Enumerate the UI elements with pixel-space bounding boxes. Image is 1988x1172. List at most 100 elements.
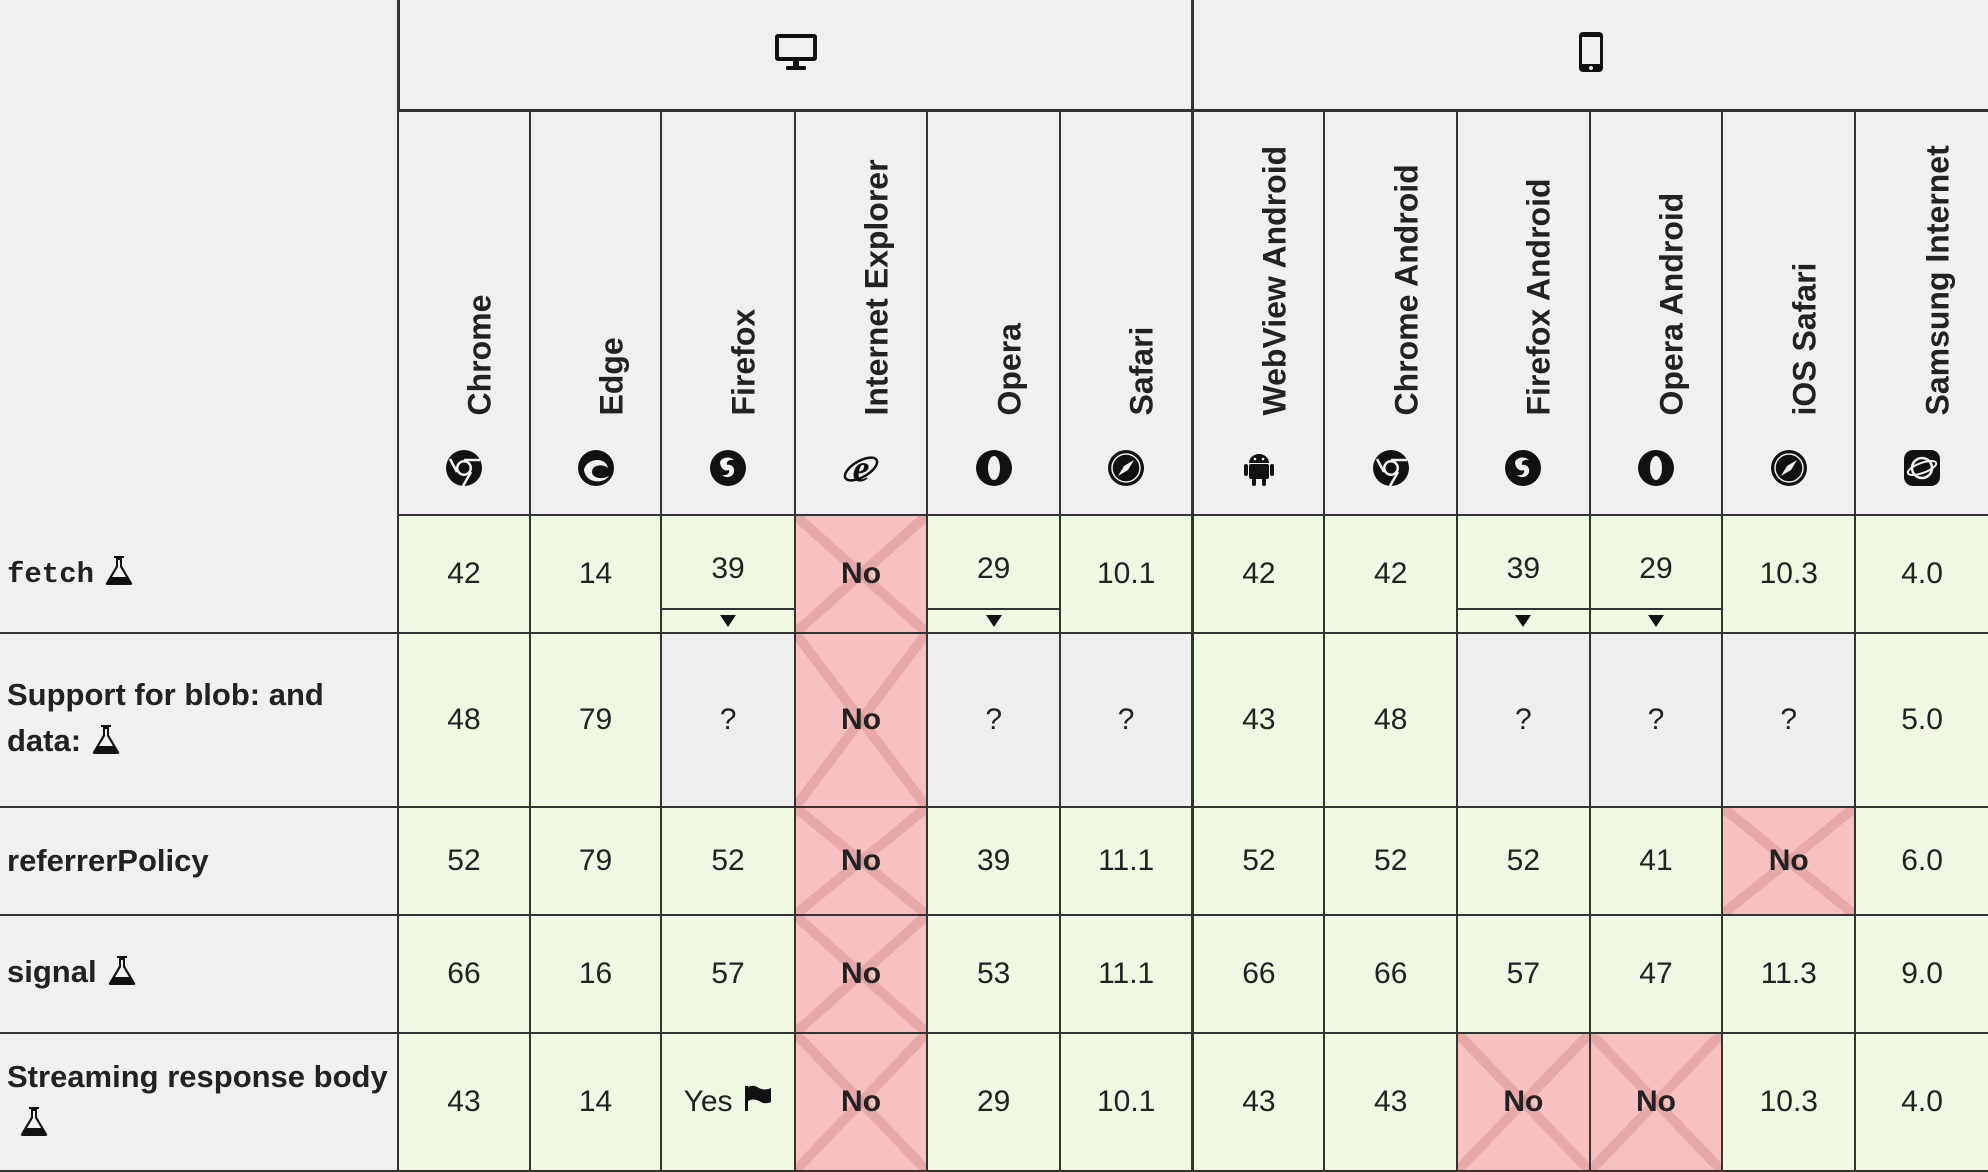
browser-name: Internet Explorer bbox=[858, 159, 895, 416]
feature-label[interactable]: referrerPolicy bbox=[7, 843, 209, 878]
support-cell-firefox[interactable]: 39 bbox=[660, 515, 795, 634]
support-value: No bbox=[1768, 844, 1809, 877]
support-value: 79 bbox=[578, 844, 613, 877]
mobile-icon bbox=[1579, 32, 1604, 72]
support-cell-edge: 79 bbox=[528, 633, 662, 808]
safari-icon bbox=[1106, 448, 1146, 488]
feature-name-support-for-blob-and[interactable]: Support for blob: and data: bbox=[0, 633, 399, 808]
support-cell-opera: 39 bbox=[926, 807, 1060, 916]
support-cell-ios-safari: No bbox=[1721, 807, 1856, 916]
support-cell-opera-android[interactable]: 29 bbox=[1588, 515, 1723, 634]
feature-label-line2[interactable]: data: bbox=[7, 723, 82, 759]
support-cell-firefox-android: 52 bbox=[1456, 807, 1590, 916]
feature-label[interactable]: fetch bbox=[7, 557, 95, 591]
support-value: 57 bbox=[1506, 957, 1541, 990]
feature-label[interactable]: Streaming response body bbox=[7, 1059, 388, 1094]
support-cell-opera-android: 41 bbox=[1588, 807, 1723, 916]
support-value: 43 bbox=[1242, 1085, 1276, 1118]
flag-icon bbox=[743, 1084, 773, 1120]
support-cell-webview-android: 43 bbox=[1191, 1033, 1325, 1172]
browser-header-opera-android: Opera Android bbox=[1588, 110, 1723, 516]
opera-icon bbox=[1636, 448, 1676, 488]
feature-name-streaming-response-body[interactable]: Streaming response body bbox=[0, 1033, 399, 1172]
browser-header-chrome: Chrome bbox=[397, 110, 530, 516]
browser-header-internet-explorer: Internet Explorer e bbox=[793, 110, 928, 516]
feature-label[interactable]: Support for blob: and bbox=[7, 677, 324, 712]
support-cell-firefox: 57 bbox=[660, 915, 795, 1034]
support-value: 53 bbox=[976, 957, 1011, 990]
support-value: 43 bbox=[447, 1085, 481, 1118]
browser-name: Firefox bbox=[725, 308, 762, 416]
browser-name: Opera Android bbox=[1653, 192, 1690, 416]
browser-header-safari: Safari bbox=[1058, 110, 1193, 516]
triangle-down-icon bbox=[718, 614, 738, 628]
support-cell-edge: 16 bbox=[528, 915, 662, 1034]
support-value: 14 bbox=[578, 1085, 613, 1118]
feature-row: fetch 42 14 39 No 29 10.1 42 42 39 29 10.3 4.0 bbox=[0, 515, 1988, 634]
feature-name-fetch[interactable]: fetch bbox=[0, 515, 399, 634]
support-cell-opera[interactable]: 29 bbox=[926, 515, 1060, 634]
support-value: 10.3 bbox=[1759, 1085, 1818, 1118]
platform-desktop bbox=[396, 0, 1193, 112]
edge-icon bbox=[576, 448, 616, 488]
support-value: 39 bbox=[1506, 552, 1541, 585]
support-cell-samsung-internet: 4.0 bbox=[1854, 515, 1988, 634]
support-cell-internet-explorer: No bbox=[793, 1033, 928, 1172]
platform-row bbox=[0, 0, 1988, 515]
support-cell-edge: 79 bbox=[528, 807, 662, 916]
support-value: ? bbox=[1647, 703, 1665, 736]
support-cell-edge: 14 bbox=[528, 515, 662, 634]
feature-label[interactable]: signal bbox=[7, 954, 97, 990]
support-value: 39 bbox=[976, 844, 1011, 877]
support-value: 66 bbox=[447, 957, 481, 990]
support-cell-ios-safari: 10.3 bbox=[1721, 515, 1856, 634]
browser-name: Opera bbox=[991, 323, 1028, 416]
feature-name-referrerpolicy[interactable]: referrerPolicy bbox=[0, 807, 399, 916]
support-value: No bbox=[841, 1085, 882, 1118]
support-value: No bbox=[841, 844, 882, 877]
support-value: 66 bbox=[1242, 957, 1276, 990]
support-value: 66 bbox=[1374, 957, 1408, 990]
support-value: 39 bbox=[711, 552, 745, 585]
notes-toggle-button[interactable] bbox=[1590, 608, 1722, 632]
support-value: 52 bbox=[1374, 844, 1408, 877]
support-cell-firefox-android[interactable]: 39 bbox=[1456, 515, 1590, 634]
support-cell-samsung-internet: 5.0 bbox=[1854, 633, 1988, 808]
browser-header-chrome-android: Chrome Android bbox=[1323, 110, 1457, 516]
firefox-icon bbox=[1503, 448, 1543, 488]
feature-name-signal[interactable]: signal bbox=[0, 915, 399, 1034]
support-cell-internet-explorer: No bbox=[793, 515, 928, 634]
support-cell-opera: ? bbox=[926, 633, 1060, 808]
notes-toggle-button[interactable] bbox=[662, 608, 794, 632]
opera-icon bbox=[974, 448, 1014, 488]
notes-toggle-button[interactable] bbox=[928, 608, 1059, 632]
browser-name: WebView Android bbox=[1256, 145, 1293, 416]
support-value: 14 bbox=[578, 557, 613, 590]
support-cell-chrome: 42 bbox=[397, 515, 530, 634]
support-cell-safari: 11.1 bbox=[1058, 807, 1193, 916]
support-value: 29 bbox=[976, 1085, 1011, 1118]
support-cell-chrome-android: 42 bbox=[1323, 515, 1457, 634]
support-value: 29 bbox=[976, 552, 1011, 585]
support-cell-firefox: Yes bbox=[660, 1033, 795, 1172]
support-value: No bbox=[1635, 1085, 1676, 1118]
corner-cell bbox=[0, 0, 399, 515]
support-cell-opera-android: No bbox=[1588, 1033, 1723, 1172]
feature-row: referrerPolicy 52 79 52 No 39 11.1 52 52 52 41 No 6.… bbox=[0, 807, 1988, 916]
support-cell-ios-safari: ? bbox=[1721, 633, 1856, 808]
support-cell-chrome: 52 bbox=[397, 807, 530, 916]
support-cell-chrome-android: 48 bbox=[1323, 633, 1457, 808]
experimental-icon bbox=[104, 554, 134, 594]
chrome-icon bbox=[444, 448, 484, 488]
support-value: 4.0 bbox=[1901, 557, 1943, 590]
support-value: 9.0 bbox=[1901, 957, 1943, 990]
support-value: 10.1 bbox=[1096, 557, 1156, 590]
triangle-down-icon bbox=[984, 614, 1004, 628]
experimental-icon bbox=[107, 954, 137, 994]
support-cell-chrome: 66 bbox=[397, 915, 530, 1034]
experimental-icon bbox=[91, 723, 121, 763]
safari-icon bbox=[1769, 448, 1809, 488]
notes-toggle-button[interactable] bbox=[1458, 608, 1589, 632]
support-value: Yes bbox=[683, 1085, 733, 1118]
